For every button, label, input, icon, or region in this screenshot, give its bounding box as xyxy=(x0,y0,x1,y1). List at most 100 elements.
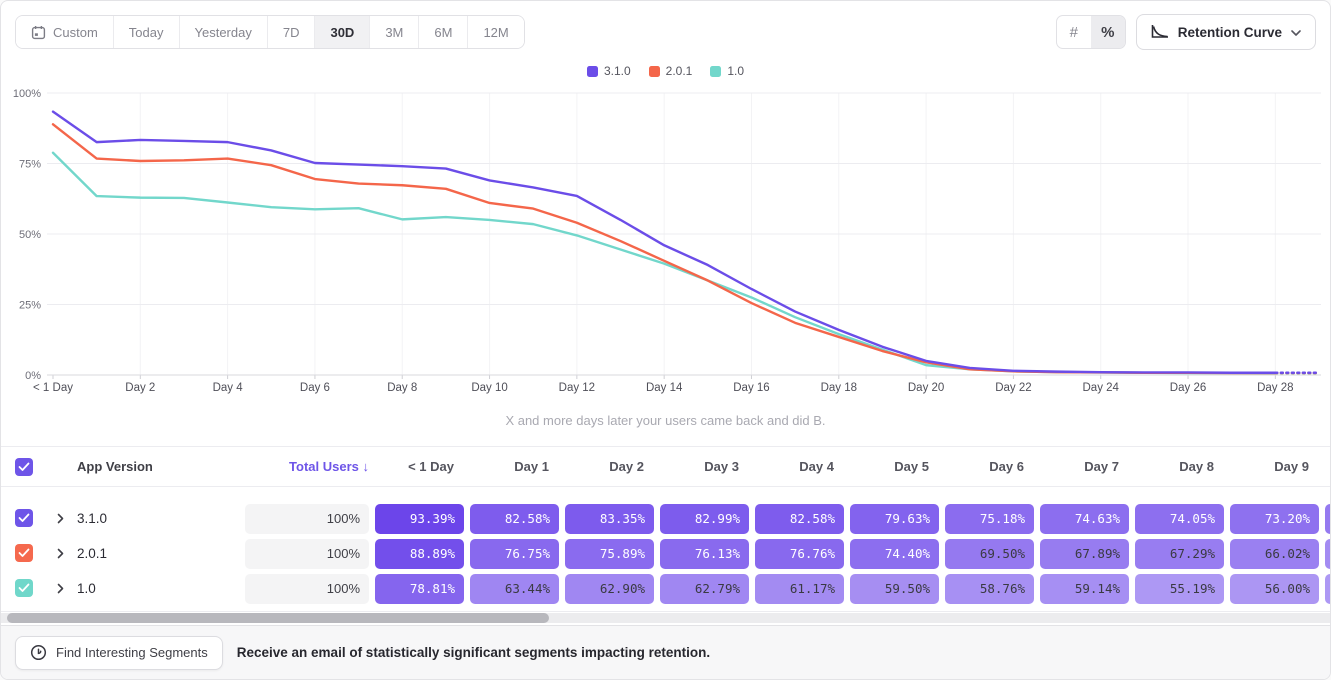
retention-cell[interactable]: 76.75% xyxy=(470,538,559,569)
retention-cell[interactable]: 88.89% xyxy=(375,538,464,569)
legend-swatch xyxy=(710,65,722,77)
retention-chart: 3.1.0 2.0.1 1.0 0% 25% 50% 75% 100% < 1 Day Day … xyxy=(1,51,1330,436)
retention-cell-clipped[interactable] xyxy=(1325,503,1330,534)
range-button-3m[interactable]: 3M xyxy=(370,16,420,48)
column-header-day[interactable]: Day 5 xyxy=(894,459,929,474)
retention-cell[interactable]: 79.63% xyxy=(850,503,939,534)
total-users-cell: 100% xyxy=(245,503,369,534)
retention-cell[interactable]: 75.18% xyxy=(945,503,1034,534)
retention-cell[interactable]: 56.00% xyxy=(1230,573,1319,604)
retention-cell[interactable]: 67.89% xyxy=(1040,538,1129,569)
horizontal-scrollbar[interactable] xyxy=(1,613,1330,623)
range-button-custom[interactable]: Custom xyxy=(16,16,114,48)
x-axis-tick-label: Day 22 xyxy=(995,382,1031,394)
legend-swatch xyxy=(586,65,598,77)
row-checkbox[interactable] xyxy=(15,544,33,562)
column-header-day[interactable]: Day 9 xyxy=(1274,459,1309,474)
table-body: 3.1.0 100% 93.39% 82.58% 83.35% 82.99% 82.58% 7… xyxy=(1,487,1330,606)
retention-cell[interactable]: 78.81% xyxy=(375,573,464,604)
footer-bar: Find Interesting Segments Receive an ema… xyxy=(1,625,1330,679)
column-header-day[interactable]: < 1 Day xyxy=(408,459,454,474)
date-range-group: Custom Today Yesterday 7D 30D 3M 6M 12M xyxy=(15,15,525,49)
range-button-yesterday[interactable]: Yesterday xyxy=(179,16,268,48)
retention-cell[interactable]: 74.05% xyxy=(1135,503,1224,534)
retention-cell[interactable]: 61.17% xyxy=(755,573,844,604)
total-users-cell: 100% xyxy=(245,538,369,569)
row-version-label: 3.1.0 xyxy=(77,511,108,526)
y-axis-tick-label: 100% xyxy=(13,88,41,100)
retention-cell-clipped[interactable] xyxy=(1325,573,1330,604)
range-button-12m[interactable]: 12M xyxy=(468,16,524,48)
column-header-day[interactable]: Day 6 xyxy=(989,459,1024,474)
row-expand-chevron-icon[interactable] xyxy=(57,513,64,524)
retention-cell[interactable]: 69.50% xyxy=(945,538,1034,569)
legend-item-1.0[interactable]: 1.0 xyxy=(710,64,744,78)
retention-cell-clipped[interactable] xyxy=(1325,538,1330,569)
chart-type-dropdown[interactable]: Retention Curve xyxy=(1135,14,1316,50)
retention-cell[interactable]: 67.29% xyxy=(1135,538,1224,569)
y-axis-tick-label: 75% xyxy=(19,159,41,171)
total-users-cell: 100% xyxy=(245,573,369,604)
row-checkbox[interactable] xyxy=(15,579,33,597)
retention-cell[interactable]: 82.58% xyxy=(755,503,844,534)
row-expand-chevron-icon[interactable] xyxy=(57,548,64,559)
find-interesting-segments-button[interactable]: Find Interesting Segments xyxy=(15,635,223,670)
retention-cell[interactable]: 59.14% xyxy=(1040,573,1129,604)
range-button-6m[interactable]: 6M xyxy=(419,16,469,48)
series-line-3.1.0 xyxy=(51,110,1277,374)
range-button-today[interactable]: Today xyxy=(113,16,180,48)
column-header-day[interactable]: Day 4 xyxy=(799,459,834,474)
retention-cell[interactable]: 63.44% xyxy=(470,573,559,604)
retention-cell[interactable]: 76.13% xyxy=(660,538,749,569)
range-button-30d[interactable]: 30D xyxy=(315,16,371,48)
retention-cell[interactable]: 82.58% xyxy=(470,503,559,534)
chart-subtitle: X and more days later your users came ba… xyxy=(505,413,826,428)
table-header: App Version Total Users ↓ < 1 Day Day 1 Da… xyxy=(1,447,1330,487)
range-button-label: 3M xyxy=(385,24,404,40)
retention-cell[interactable]: 83.35% xyxy=(565,503,654,534)
legend-swatch xyxy=(648,65,660,77)
absolute-numbers-toggle[interactable]: # xyxy=(1069,23,1078,41)
chart-canvas: 0% 25% 50% 75% 100% < 1 Day Day 2 Day 4 Day 6 Day… xyxy=(13,88,1321,394)
retention-cell[interactable]: 74.63% xyxy=(1040,503,1129,534)
column-header-day[interactable]: Day 7 xyxy=(1084,459,1119,474)
retention-cell[interactable]: 82.99% xyxy=(660,503,749,534)
row-expand-chevron-icon[interactable] xyxy=(57,583,64,594)
range-button-label: 7D xyxy=(282,24,300,40)
retention-cell[interactable]: 66.02% xyxy=(1230,538,1319,569)
column-header-total-users[interactable]: Total Users ↓ xyxy=(289,459,370,474)
retention-cell[interactable]: 75.89% xyxy=(565,538,654,569)
retention-cell[interactable]: 58.76% xyxy=(945,573,1034,604)
x-axis-tick-label: Day 6 xyxy=(300,382,330,394)
retention-cell[interactable]: 62.79% xyxy=(660,573,749,604)
retention-cell[interactable]: 74.40% xyxy=(850,538,939,569)
retention-table: App Version Total Users ↓ < 1 Day Day 1 Da… xyxy=(1,446,1330,612)
y-axis-tick-label: 0% xyxy=(25,370,41,382)
retention-cell[interactable]: 59.50% xyxy=(850,573,939,604)
scrollbar-thumb[interactable] xyxy=(7,613,549,623)
retention-cell[interactable]: 73.20% xyxy=(1230,503,1319,534)
column-header-day[interactable]: Day 1 xyxy=(514,459,549,474)
legend-item-3.1.0[interactable]: 3.1.0 xyxy=(586,64,631,78)
select-all-checkbox[interactable] xyxy=(15,458,33,476)
segments-icon xyxy=(30,644,47,661)
column-header-day[interactable]: Day 2 xyxy=(609,459,644,474)
legend-item-2.0.1[interactable]: 2.0.1 xyxy=(648,64,692,78)
retention-cell[interactable]: 55.19% xyxy=(1135,573,1224,604)
range-button-label: 12M xyxy=(483,24,509,40)
sort-descending-icon: ↓ xyxy=(362,459,370,474)
percentages-toggle[interactable]: % xyxy=(1090,16,1125,48)
column-header-day[interactable]: Day 8 xyxy=(1179,459,1214,474)
range-button-7d[interactable]: 7D xyxy=(267,16,316,48)
retention-cell[interactable]: 93.39% xyxy=(375,503,464,534)
column-header-day[interactable]: Day 3 xyxy=(704,459,739,474)
chevron-down-icon xyxy=(1291,30,1301,36)
range-button-label: Yesterday xyxy=(194,24,252,40)
retention-cell[interactable]: 62.90% xyxy=(565,573,654,604)
table-row-3.1.0: 3.1.0 100% 93.39% 82.58% 83.35% 82.99% 82.58% 7… xyxy=(1,501,1330,536)
legend-label: 3.1.0 xyxy=(603,64,631,78)
retention-cell[interactable]: 76.76% xyxy=(755,538,844,569)
range-button-label: 30D xyxy=(330,24,355,40)
row-checkbox[interactable] xyxy=(15,509,33,527)
